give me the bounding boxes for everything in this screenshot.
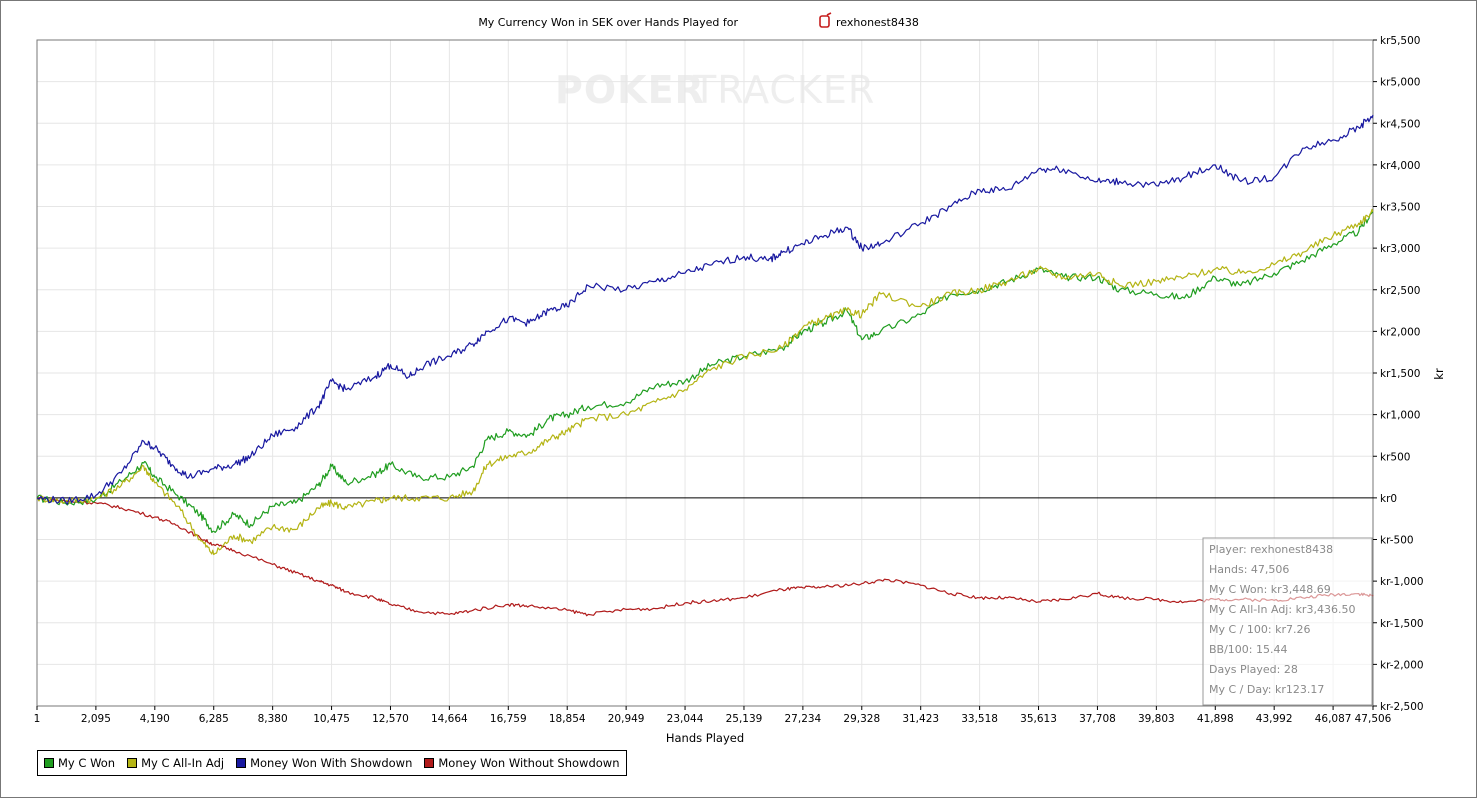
stats-days: Days Played: 28 [1209, 663, 1298, 676]
y-tick-label: kr3,500 [1380, 202, 1420, 214]
watermark-tracker: TRACKER [692, 68, 875, 112]
legend-item-all-in-adj[interactable]: My C All-In Adj [127, 756, 224, 770]
y-tick-label: kr2,500 [1380, 285, 1420, 297]
y-tick-label: kr-2,500 [1380, 701, 1424, 713]
legend-swatch [127, 758, 138, 768]
x-tick-label: 25,139 [726, 713, 763, 725]
y-tick-label: kr-1,500 [1380, 618, 1424, 630]
x-tick-label: 37,708 [1079, 713, 1116, 725]
y-tick-label: kr-500 [1380, 535, 1414, 547]
stats-perday: My C / Day: kr123.17 [1209, 683, 1324, 696]
x-tick-label: 46,087 [1315, 713, 1352, 725]
legend-swatch [424, 758, 435, 768]
y-tick-label: kr-2,000 [1380, 659, 1424, 671]
x-tick-label: 4,190 [140, 713, 170, 725]
chart-title-text: My Currency Won in SEK over Hands Played… [478, 16, 738, 29]
x-tick-label: 31,423 [902, 713, 939, 725]
x-tick-label: 1 [34, 713, 41, 725]
x-axis-label: Hands Played [666, 731, 744, 745]
legend-label: Money Won Without Showdown [438, 756, 620, 770]
stats-per100: My C / 100: kr7.26 [1209, 623, 1310, 636]
pokertracker-watermark: POKER TRACKER [555, 68, 875, 112]
x-tick-label: 20,949 [608, 713, 645, 725]
series-line-1 [36, 208, 1374, 556]
legend-swatch [44, 758, 54, 768]
stats-won: My C Won: kr3,448.69 [1209, 583, 1331, 596]
legend-item-my-c-won[interactable]: My C Won [44, 756, 115, 770]
x-tick-label: 23,044 [667, 713, 704, 725]
stats-player: Player: rexhonest8438 [1209, 543, 1333, 556]
series-line-2 [36, 114, 1374, 505]
y-tick-label: kr500 [1380, 451, 1410, 463]
legend-label: My C Won [58, 756, 116, 770]
legend-label: Money Won With Showdown [250, 756, 413, 770]
stats-allin: My C All-In Adj: kr3,436.50 [1209, 603, 1355, 616]
series-line-0 [36, 210, 1374, 534]
y-tick-label: kr0 [1380, 493, 1397, 505]
y-tick-label: kr1,000 [1380, 410, 1420, 422]
x-tick-label: 41,898 [1197, 713, 1234, 725]
legend-item-without-showdown[interactable]: Money Won Without Showdown [424, 756, 620, 770]
y-tick-label: kr-1,000 [1380, 576, 1424, 588]
chart-title: My Currency Won in SEK over Hands Played… [478, 16, 738, 29]
x-tick-label: 33,518 [961, 713, 998, 725]
chart-title-player: rexhonest8438 [836, 16, 919, 29]
x-tick-label: 47,506 [1355, 713, 1392, 725]
x-tick-label: 12,570 [372, 713, 409, 725]
y-tick-label: kr5,000 [1380, 77, 1420, 89]
stats-box: Player: rexhonest8438 Hands: 47,506 My C… [1202, 537, 1373, 706]
grid-lines [37, 40, 1373, 706]
stats-bb100: BB/100: 15.44 [1209, 643, 1288, 656]
x-tick-label: 27,234 [785, 713, 822, 725]
watermark-poker: POKER [555, 68, 705, 112]
chart-legend: My C Won My C All-In Adj Money Won With … [37, 750, 627, 776]
x-tick-label: 8,380 [258, 713, 288, 725]
x-tick-label: 18,854 [549, 713, 586, 725]
x-tick-label: 14,664 [431, 713, 468, 725]
y-tick-label: kr2,000 [1380, 326, 1420, 338]
series-line-3 [36, 497, 1374, 617]
x-tick-label: 6,285 [199, 713, 229, 725]
y-tick-label: kr1,500 [1380, 368, 1420, 380]
stats-hands: Hands: 47,506 [1209, 563, 1289, 576]
legend-swatch [236, 758, 247, 768]
y-axis-label: kr [1432, 368, 1446, 380]
x-tick-label: 2,095 [81, 713, 111, 725]
x-tick-label: 10,475 [313, 713, 350, 725]
x-tick-label: 43,992 [1256, 713, 1293, 725]
x-tick-label: 16,759 [490, 713, 527, 725]
x-tick-label: 29,328 [843, 713, 880, 725]
x-axis-ticks: 1 2,095 4,190 6,285 8,380 10,475 12,570 14,664 1… [34, 706, 1392, 725]
y-tick-label: kr4,000 [1380, 160, 1420, 172]
legend-item-with-showdown[interactable]: Money Won With Showdown [236, 756, 412, 770]
y-tick-label: kr5,500 [1380, 35, 1420, 47]
legend-label: My C All-In Adj [141, 756, 225, 770]
x-tick-label: 39,803 [1138, 713, 1175, 725]
series-lines [36, 114, 1374, 617]
y-tick-label: kr3,000 [1380, 243, 1420, 255]
player-icon [819, 12, 832, 28]
y-tick-label: kr4,500 [1380, 118, 1420, 130]
y-axis-ticks: kr5,500 kr5,000 kr4,500 kr4,000 kr3,500 kr3,0… [1373, 35, 1424, 713]
x-tick-label: 35,613 [1020, 713, 1057, 725]
